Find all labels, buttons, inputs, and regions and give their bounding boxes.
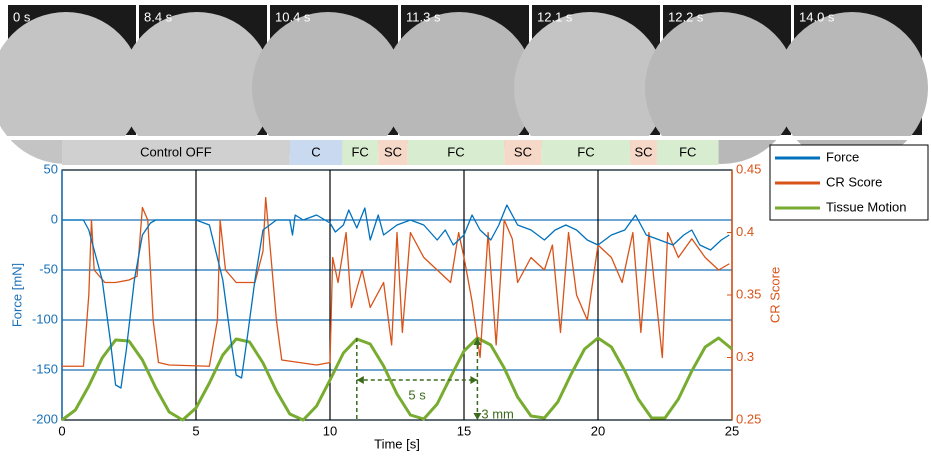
y2-tick-label: 0.35 [736,286,761,301]
annotation: 3 mm [481,406,514,421]
y2-tick-label: 0.3 [736,349,754,364]
snapshot-mask [0,136,931,140]
phase-band [289,140,343,165]
phase-label: SC [384,144,402,159]
x-tick-label: 15 [457,423,471,438]
y2-tick-label: 0.4 [736,224,754,239]
snapshot-label: 12.2 s [668,9,704,24]
snapshot-label: 12.1 s [537,9,573,24]
y-axis-label: Force [mN] [9,263,24,327]
arrow-head [470,376,478,384]
snapshot-label: 8.4 s [144,9,173,24]
phase-label: C [311,144,320,159]
snapshot-label: 11.3 s [406,9,441,24]
phase-label: FC [679,144,696,159]
phase-label: Control OFF [140,144,212,159]
legend-label: Force [826,149,859,164]
y2-tick-label: 0.25 [736,411,761,426]
phase-label: FC [447,144,464,159]
snapshot-view [776,12,928,164]
x-axis-label: Time [s] [374,436,420,451]
arrow-head [356,376,364,384]
phase-label: FC [351,144,368,159]
x-tick-label: 5 [192,423,199,438]
snapshot-view [0,12,142,164]
legend-label: Tissue Motion [826,199,906,214]
x-tick-label: 10 [323,423,337,438]
y2-axis-label: CR Score [767,267,782,323]
series-line [61,336,733,422]
annotation: 5 s [408,387,426,402]
phase-label: SC [635,144,653,159]
legend-label: CR Score [826,174,882,189]
snapshot-view [121,12,273,164]
phase-band [656,140,719,165]
snapshot-view [383,12,535,164]
arrow-head [473,413,482,420]
phase-band [541,140,631,165]
snapshot-label: 10.4 s [275,9,311,24]
y-tick-label: -50 [39,261,58,276]
series-line [62,196,730,367]
phase-band [342,140,379,165]
phase-band [630,140,657,165]
phase-band [504,140,542,165]
x-tick-label: 0 [58,423,65,438]
y-tick-label: 50 [44,161,58,176]
y2-tick-label: 0.45 [736,161,761,176]
x-tick-label: 25 [725,423,739,438]
y-tick-label: 0 [51,211,58,226]
y-tick-label: -200 [32,411,58,426]
snapshot-view [252,12,404,164]
snapshot-label: 0 s [13,9,31,24]
arrow-head [473,338,482,345]
y-tick-label: -150 [32,361,58,376]
phase-label: FC [577,144,594,159]
snapshot-view [514,12,666,164]
phase-band [378,140,408,165]
x-tick-label: 20 [591,423,605,438]
snapshot-view [645,12,797,164]
phase-band [62,140,290,165]
phase-band [407,140,505,165]
snapshot-label: 14.0 s [799,9,835,24]
phase-label: SC [514,144,532,159]
y-tick-label: -100 [32,311,58,326]
series-line [62,204,730,389]
